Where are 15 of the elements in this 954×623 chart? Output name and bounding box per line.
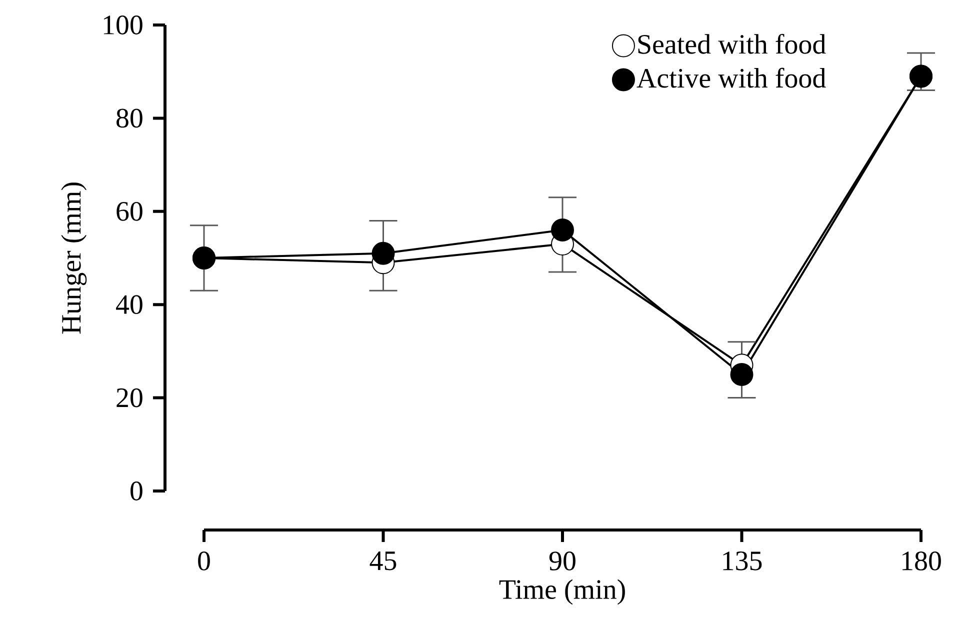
x-tick-label: 90 (549, 552, 576, 570)
x-tick-label: 135 (723, 552, 762, 570)
y-tick-label: 80 (116, 108, 142, 128)
x-tick-label: 180 (902, 552, 941, 570)
x-axis-title: Time (min) (499, 579, 625, 605)
y-tick-label: 0 (130, 482, 142, 500)
legend-label: Seated with food (638, 34, 826, 54)
legend-label: Active with food (636, 68, 826, 88)
y-tick-label: 60 (116, 202, 142, 221)
y-tick-label: 100 (104, 16, 142, 34)
y-tick-label: 20 (116, 388, 142, 408)
x-tick-label: 0 (198, 552, 210, 570)
y-tick-label: 40 (116, 295, 142, 314)
x-tick-label: 45 (370, 552, 396, 570)
y-axis-title: Hunger (mm) (61, 182, 87, 334)
